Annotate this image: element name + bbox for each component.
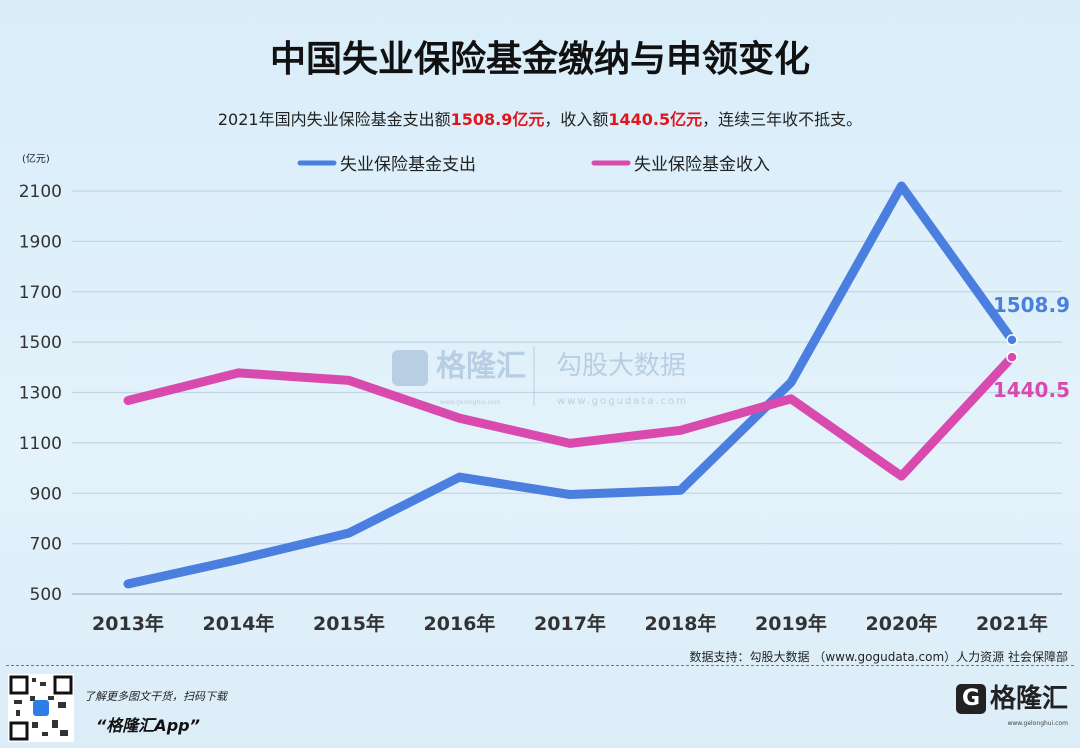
chart-subtitle: 2021年国内失业保险基金支出额1508.9亿元，收入额1440.5亿元，连续三… [0,106,1080,130]
y-tick-label: 1100 [19,434,62,454]
x-tick-label: 2013年 [92,612,164,635]
watermark-logo-icon [392,350,428,386]
subtitle-text: 2021年国内失业保险基金支出额 [217,110,451,129]
end-data-label: 1440.5 [993,378,1070,402]
y-tick-label: 1700 [19,283,62,303]
qr-code-icon [9,675,73,741]
brand-logo-text: 格隆汇 [989,684,1068,714]
watermark-brand: 格隆汇 [436,349,526,384]
subtitle-income: 1440.5亿元 [608,110,703,129]
x-tick-label: 2014年 [203,612,275,635]
y-tick-label: 500 [30,585,62,605]
watermark-data-url: www.gogudata.com [557,396,688,407]
watermark-data: 勾股大数据 [556,351,686,381]
x-tick-label: 2021年 [976,612,1048,635]
y-axis: 500 700 900 1100 1300 1500 1700 1900 2100 [19,182,62,605]
x-axis: 2013年 2014年 2015年 2016年 2017年 2018年 2019年 2020年… [92,612,1048,635]
x-tick-label: 2020年 [866,612,938,635]
promo-app-name: “格隆汇App” [96,716,200,735]
legend-label: 失业保险基金支出 [340,155,476,175]
y-tick-label: 2100 [19,182,62,202]
divider [6,665,1074,666]
y-tick-label: 1300 [19,384,62,404]
brand-logo: G 格隆汇 www.gelonghui.com [955,684,1068,727]
data-point [1006,334,1018,346]
source-note: 数据支持：勾股大数据 （www.gogudata.com）人力资源 社会保障部 [689,650,1068,664]
series-line-0 [123,181,1017,589]
y-axis-unit: (亿元) [22,152,50,165]
legend-label: 失业保险基金收入 [634,155,770,175]
subtitle-text: ，收入额 [544,110,609,129]
y-tick-label: 1500 [19,333,62,353]
legend: 失业保险基金支出 失业保险基金收入 [297,155,770,175]
chart-title: 中国失业保险基金缴纳与申领变化 [269,39,810,80]
series: 1508.9 1440.5 [123,181,1070,589]
x-tick-label: 2017年 [534,612,606,635]
brand-logo-icon: G [955,684,986,714]
watermark: 格隆汇 www.gelonghui.com 勾股大数据 www.gogudata… [392,346,688,407]
y-tick-label: 700 [30,535,62,555]
end-data-label: 1508.9 [993,293,1070,317]
data-point [1006,351,1018,363]
subtitle-text: ，连续三年收不抵支。 [702,110,863,129]
y-tick-label: 900 [30,484,62,504]
brand-logo-url: www.gelonghui.com [1007,720,1068,727]
y-tick-label: 1900 [19,232,62,252]
x-tick-label: 2019年 [755,612,827,635]
subtitle-expenditure: 1508.9亿元 [450,110,545,129]
x-tick-label: 2016年 [424,612,496,635]
gridlines [72,190,1062,595]
qr-code[interactable] [8,674,74,742]
x-tick-label: 2015年 [313,612,385,635]
watermark-brand-url: www.gelonghui.com [440,399,501,406]
x-tick-label: 2018年 [645,612,717,635]
promo-text: 了解更多图文干货，扫码下载 [84,690,227,703]
